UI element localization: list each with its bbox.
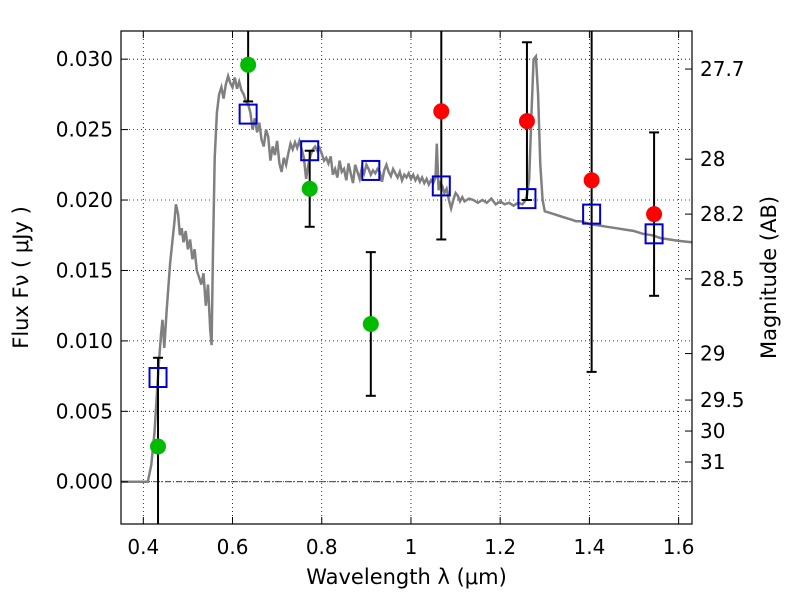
- error-bars: [153, 31, 660, 524]
- magnitude-tick-label: 29: [700, 342, 725, 366]
- detection-point: [362, 315, 379, 332]
- x-tick-label: 1.4: [573, 535, 605, 559]
- x-tick-label: 1.6: [663, 535, 695, 559]
- magnitude-tick-label: 28.2: [700, 202, 745, 226]
- x-axis-label: Wavelength λ (μm): [306, 565, 507, 589]
- magnitude-tick-label: 29.5: [700, 388, 745, 412]
- detection-point: [301, 180, 318, 197]
- magnitude-tick-label: 27.7: [700, 57, 745, 81]
- model-photometry-square: [431, 175, 451, 197]
- y-tick-label: 0.005: [56, 399, 113, 423]
- x-tick-label: 0.4: [127, 535, 159, 559]
- model-spectrum-line: [121, 53, 692, 483]
- model-photometry-square: [300, 140, 320, 162]
- x-tick-labels: 0.4 0.6 0.8 1 1.2 1.4 1.6: [127, 535, 694, 559]
- model-photometry-square: [148, 367, 168, 389]
- grid-lines: [121, 31, 692, 524]
- magnitude-tick-label: 28.5: [700, 267, 745, 291]
- detection-point: [150, 438, 167, 455]
- x-tick-label: 1.2: [484, 535, 516, 559]
- y-tick-label: 0.010: [56, 329, 113, 353]
- model-photometry-square: [644, 223, 664, 245]
- magnitude-tick-label: 28: [700, 147, 725, 171]
- magnitude-tick-label: 30: [700, 419, 725, 443]
- magnitude-tick-label: 31: [700, 450, 725, 474]
- upper-limit-point: [583, 172, 600, 189]
- magnitude-axis-label: Magnitude (AB): [757, 196, 781, 359]
- y-tick-label: 0.015: [56, 258, 113, 282]
- upper-limit-point: [646, 206, 663, 223]
- x-tick-label: 0.6: [217, 535, 249, 559]
- y-tick-label: 0.030: [56, 47, 113, 71]
- model-photometry-square: [361, 159, 381, 181]
- y-axis-label: Flux Fν ( μJy ): [9, 206, 33, 349]
- y-tick-labels: 0.000 0.005 0.010 0.015 0.020 0.025 0.030: [56, 47, 113, 494]
- y-tick-label: 0.020: [56, 188, 113, 212]
- magnitude-tick-labels: 27.7 28 28.2 28.5 29 29.5 30 31: [700, 57, 745, 474]
- model-photometry-square: [582, 203, 602, 225]
- upper-limit-point: [518, 113, 535, 130]
- x-tick-label: 0.8: [306, 535, 338, 559]
- upper-limit-point: [433, 103, 450, 120]
- plot-frame: [120, 30, 693, 525]
- y-tick-label: 0.025: [56, 118, 113, 142]
- axis-ticks: [121, 31, 692, 524]
- data-markers: [148, 56, 664, 455]
- detection-point: [240, 56, 257, 73]
- plot-area: [121, 31, 692, 524]
- y-tick-label: 0.000: [56, 470, 113, 494]
- x-tick-label: 1: [405, 535, 418, 559]
- model-photometry-square: [517, 188, 537, 210]
- model-photometry-square: [238, 103, 258, 125]
